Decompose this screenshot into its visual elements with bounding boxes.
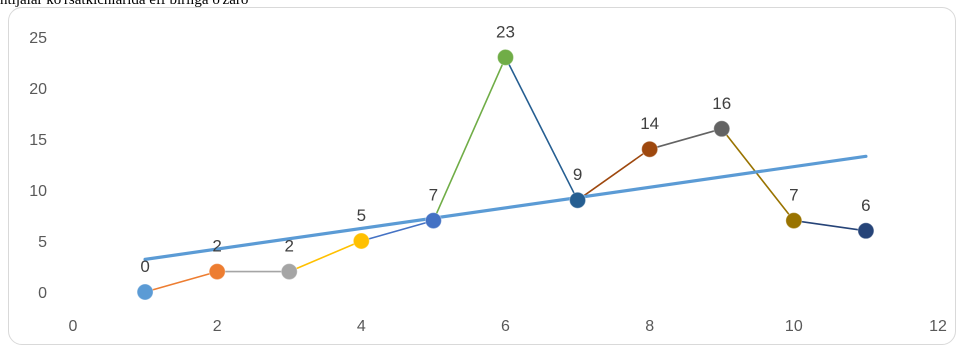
data-label: 6 <box>861 196 870 215</box>
trendline <box>143 154 868 261</box>
data-point <box>280 263 298 281</box>
data-label: 14 <box>640 114 659 133</box>
data-label: 2 <box>212 237 221 256</box>
data-label: 16 <box>712 94 731 113</box>
series-line-segment <box>144 270 218 293</box>
x-tick-label: 0 <box>69 318 78 335</box>
y-tick-label: 5 <box>38 234 47 251</box>
chart-area <box>8 7 956 345</box>
data-point <box>208 263 226 281</box>
data-point <box>352 232 370 250</box>
series-line-segment <box>721 128 795 222</box>
y-tick-label: 20 <box>29 81 47 98</box>
data-label: 5 <box>357 206 366 225</box>
data-points <box>136 48 875 301</box>
x-tick-label: 4 <box>357 318 366 335</box>
data-point <box>424 212 442 230</box>
data-label: 7 <box>789 186 798 205</box>
x-tick-label: 10 <box>785 318 803 335</box>
data-point <box>857 222 875 240</box>
connecting-lines <box>144 57 867 293</box>
data-labels: 0 2 2 5 7 23 9 14 16 7 6 <box>140 22 870 276</box>
y-axis-tick-labels: 0 5 10 15 20 25 <box>29 30 47 302</box>
data-label: 9 <box>573 165 582 184</box>
series-line-segment <box>793 219 867 232</box>
page-text-fragment: ntijalar ko'rsatkichlarida eff birliga o… <box>0 0 249 8</box>
x-tick-label: 6 <box>501 318 510 335</box>
y-tick-label: 15 <box>29 132 47 149</box>
data-point <box>713 120 731 138</box>
data-label: 23 <box>496 22 515 41</box>
data-point <box>497 48 514 66</box>
trendline-group <box>143 154 868 261</box>
data-point <box>569 191 587 209</box>
data-label: 0 <box>140 257 149 276</box>
series-line-segment <box>649 128 722 150</box>
x-tick-label: 12 <box>929 318 947 335</box>
y-tick-label: 25 <box>29 30 47 47</box>
y-tick-label: 0 <box>38 285 47 302</box>
data-label: 2 <box>285 237 294 256</box>
data-point <box>136 283 154 301</box>
x-tick-label: 2 <box>213 318 222 335</box>
data-point <box>641 140 659 158</box>
x-tick-label: 8 <box>645 318 654 335</box>
data-point <box>785 212 803 230</box>
series-line-segment <box>361 219 434 242</box>
data-label: 7 <box>429 186 438 205</box>
series-line-segment <box>432 57 507 221</box>
series-line-segment <box>288 240 362 273</box>
series-line-segment <box>577 148 651 201</box>
x-axis-tick-labels: 0 2 4 6 8 10 12 <box>69 318 947 335</box>
y-tick-label: 10 <box>29 183 47 200</box>
series-line-segment <box>504 57 579 201</box>
